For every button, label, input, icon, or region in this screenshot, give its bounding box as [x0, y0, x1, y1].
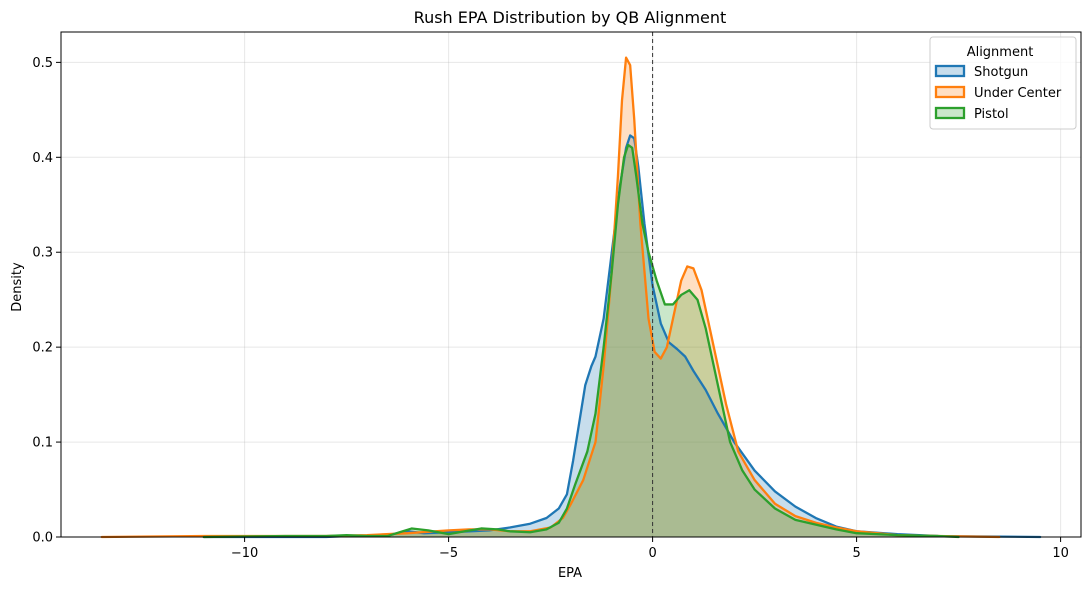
plot-frame — [60, 31, 1082, 538]
legend-swatch — [934, 64, 966, 78]
y-tick-label: 0.3 — [32, 246, 53, 261]
legend-item-under-center: Under Center — [934, 85, 1062, 101]
legend-title: Alignment — [967, 45, 1034, 60]
y-tick-label: 0.0 — [32, 531, 53, 546]
legend-label: Pistol — [974, 107, 1009, 122]
line-pistol — [202, 143, 960, 539]
y-axis-label: Density — [10, 262, 25, 312]
legend-label: Under Center — [974, 86, 1062, 101]
x-axis-ticks: −10 −5 0 5 10 — [231, 537, 1069, 561]
y-tick-label: 0.2 — [32, 341, 53, 356]
area-shotgun — [203, 135, 1041, 537]
legend-box — [929, 36, 1077, 130]
y-tick-label: 0.5 — [32, 56, 53, 71]
legend-label: Shotgun — [974, 65, 1028, 80]
density-lines — [100, 56, 1042, 539]
legend-swatch — [934, 85, 966, 99]
x-tick-label: 5 — [852, 546, 860, 561]
legend-item-shotgun: Shotgun — [934, 64, 1028, 80]
x-tick-label: 10 — [1052, 546, 1069, 561]
density-fills — [101, 57, 1041, 537]
x-tick-label: −5 — [439, 546, 458, 561]
x-tick-label: 0 — [648, 546, 656, 561]
legend-swatch — [934, 106, 966, 120]
legend-item-pistol: Pistol — [934, 106, 1009, 122]
chart-title: Rush EPA Distribution by QB Alignment — [414, 8, 727, 27]
x-tick-label: −10 — [231, 546, 258, 561]
y-tick-label: 0.4 — [32, 151, 53, 166]
x-axis-label: EPA — [558, 566, 582, 581]
legend: Alignment Shotgun Under Center Pistol — [929, 36, 1077, 130]
y-axis-ticks: 0.0 0.1 0.2 0.3 0.4 0.5 — [32, 56, 61, 546]
y-tick-label: 0.1 — [32, 436, 53, 451]
